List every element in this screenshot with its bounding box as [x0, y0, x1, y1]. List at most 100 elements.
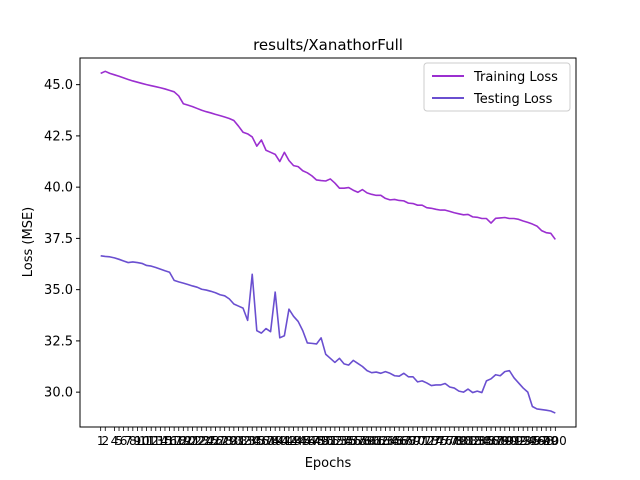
x-tick-label: 48: [309, 434, 324, 448]
x-tick-label: 87: [488, 434, 503, 448]
x-tick-label: 69: [405, 434, 420, 448]
x-tick-label: 85: [479, 434, 494, 448]
x-tick-label: 36: [254, 434, 269, 448]
y-tick-label: 45.0: [44, 78, 73, 93]
x-tick-label: 98: [539, 434, 554, 448]
x-tick-label: 44: [291, 434, 306, 448]
x-tick-label: 80: [456, 434, 471, 448]
x-tick-label: 23: [194, 434, 209, 448]
chart-title: results/XanathorFull: [253, 36, 403, 54]
x-tick-label: 96: [529, 434, 544, 448]
x-axis-ticks: 12 45678910111213141516171819202122232425…: [97, 427, 567, 448]
x-tick-label: 84: [474, 434, 489, 448]
x-tick-label: 89: [497, 434, 512, 448]
y-tick-label: 35.0: [44, 283, 73, 298]
x-tick-label: 20: [180, 434, 195, 448]
x-tick-label: 4: [111, 434, 119, 448]
training-loss-line: [100, 70, 556, 240]
x-tick-label: 9: [134, 434, 142, 448]
x-axis-label: Epochs: [305, 456, 352, 471]
x-tick-label: 19: [176, 434, 191, 448]
x-tick-label: 76: [437, 434, 452, 448]
x-tick-label: 11: [139, 434, 154, 448]
x-tick-label: 15: [157, 434, 172, 448]
x-tick-label: 13: [148, 434, 163, 448]
x-tick-label: 56: [346, 434, 361, 448]
legend-label-testing-loss: Testing Loss: [473, 92, 553, 107]
x-tick-label: 29: [222, 434, 237, 448]
x-tick-label: 68: [401, 434, 416, 448]
x-tick-label: 25: [203, 434, 218, 448]
x-tick-label: 91: [506, 434, 521, 448]
x-tick-label: 62: [373, 434, 388, 448]
x-tick-label: 6: [120, 434, 128, 448]
x-tick-label: 59: [359, 434, 374, 448]
x-tick-label: 49: [313, 434, 328, 448]
x-tick-label: 8: [129, 434, 137, 448]
x-tick-label: 95: [525, 434, 540, 448]
x-tick-label: 26: [208, 434, 223, 448]
x-tick-label: 54: [336, 434, 351, 448]
x-tick-label: 40: [272, 434, 287, 448]
x-tick-label: 52: [327, 434, 342, 448]
x-tick-label: 30: [226, 434, 241, 448]
x-tick-label: 17: [167, 434, 182, 448]
x-tick-label: 61: [369, 434, 384, 448]
x-tick-label: 58: [355, 434, 370, 448]
x-tick-label: 33: [240, 434, 255, 448]
x-tick-label: 24: [199, 434, 214, 448]
y-tick-label: 40.0: [44, 181, 73, 196]
x-tick-label: 93: [516, 434, 531, 448]
x-tick-label: 35: [249, 434, 264, 448]
x-tick-label: 86: [483, 434, 498, 448]
x-tick-label: 18: [171, 434, 186, 448]
x-tick-label: 70: [410, 434, 425, 448]
x-tick-label: 12: [144, 434, 159, 448]
x-tick-label: 32: [235, 434, 250, 448]
x-tick-label: 94: [520, 434, 535, 448]
x-tick-label: 75: [433, 434, 448, 448]
x-tick-label: 38: [263, 434, 278, 448]
x-tick-label: 63: [378, 434, 393, 448]
x-tick-label: 83: [470, 434, 485, 448]
legend-label-training-loss: Training Loss: [473, 70, 558, 85]
x-tick-label: 2: [101, 434, 109, 448]
x-tick-label: 41: [277, 434, 292, 448]
y-tick-label: 37.5: [44, 232, 73, 247]
x-tick-label: 90: [502, 434, 517, 448]
x-tick-label: 14: [153, 434, 168, 448]
x-tick-label: 45: [295, 434, 310, 448]
y-axis-ticks: 30.0 32.5 35.0 37.5 40.0 42.5 45.0: [44, 78, 80, 401]
x-tick-label: 21: [185, 434, 200, 448]
x-tick-label: 53: [332, 434, 347, 448]
x-tick-label: 78: [447, 434, 462, 448]
y-tick-label: 42.5: [44, 129, 73, 144]
x-tick-label: 72: [419, 434, 434, 448]
x-tick-label: 27: [212, 434, 227, 448]
x-tick-label: 99: [543, 434, 558, 448]
x-tick-label: 16: [162, 434, 177, 448]
x-tick-label: 74: [428, 434, 443, 448]
y-axis-label: Loss (MSE): [21, 207, 36, 277]
x-tick-label: 50: [318, 434, 333, 448]
x-tick-label: 47: [304, 434, 319, 448]
x-tick-label: 57: [350, 434, 365, 448]
series-lines: [100, 70, 556, 414]
x-tick-label: 92: [511, 434, 526, 448]
y-tick-label: 30.0: [44, 386, 73, 401]
x-tick-label: 97: [534, 434, 549, 448]
x-tick-label: 34: [245, 434, 260, 448]
x-tick-label: 65: [387, 434, 402, 448]
x-tick-label: 1: [97, 434, 105, 448]
x-tick-label: 79: [451, 434, 466, 448]
x-tick-label: 39: [268, 434, 283, 448]
x-tick-label: 81: [460, 434, 475, 448]
x-tick-label: 10: [134, 434, 149, 448]
x-tick-label: 55: [341, 434, 356, 448]
x-tick-label: 22: [189, 434, 204, 448]
x-tick-label: 73: [424, 434, 439, 448]
testing-loss-line: [100, 255, 556, 414]
x-tick-label: 67: [396, 434, 411, 448]
y-tick-label: 32.5: [44, 334, 73, 349]
